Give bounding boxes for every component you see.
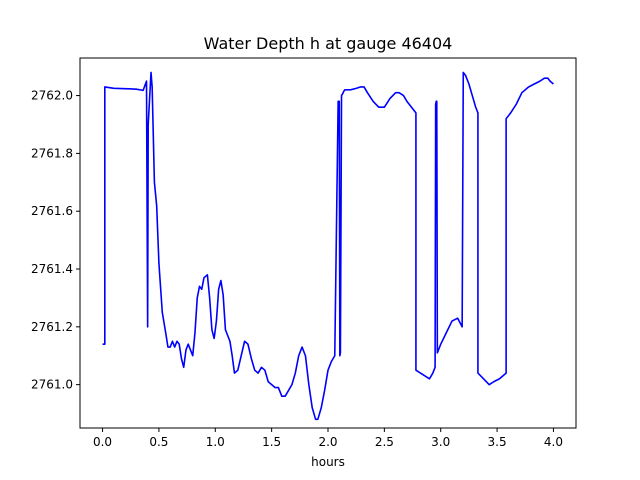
series-line-water-depth [102, 71, 554, 421]
chart-title: Water Depth h at gauge 46404 [204, 34, 453, 53]
x-axis-label: hours [311, 455, 345, 469]
x-tick-label: 2.5 [375, 435, 394, 449]
y-tick-label: 2761.6 [31, 204, 73, 218]
y-tick-label: 2761.0 [31, 378, 73, 392]
x-tick-label: 1.5 [262, 435, 281, 449]
y-tick-label: 2761.2 [31, 320, 73, 334]
x-axis: 0.0 0.5 1.0 1.5 2.0 2.5 3.0 3.5 4.0 [93, 428, 563, 449]
x-tick-label: 3.5 [488, 435, 507, 449]
x-tick-label: 2.0 [318, 435, 337, 449]
y-tick-label: 2761.8 [31, 146, 73, 160]
y-axis: 2761.0 2761.2 2761.4 2761.6 2761.8 2762.0 [31, 89, 80, 392]
x-tick-label: 0.0 [93, 435, 112, 449]
x-tick-label: 0.5 [149, 435, 168, 449]
y-tick-label: 2762.0 [31, 89, 73, 103]
x-tick-label: 1.0 [206, 435, 225, 449]
y-tick-label: 2761.4 [31, 262, 73, 276]
x-tick-label: 4.0 [544, 435, 563, 449]
x-tick-label: 3.0 [431, 435, 450, 449]
